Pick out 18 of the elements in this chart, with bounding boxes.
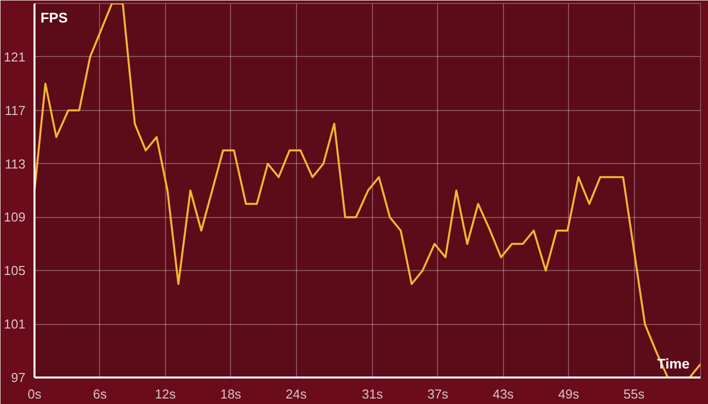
y-axis-title: FPS: [40, 10, 68, 26]
y-tick-label: 97: [11, 370, 26, 385]
y-tick-label: 101: [4, 316, 26, 332]
y-tick-label: 109: [4, 210, 26, 225]
x-tick-label: 43s: [492, 386, 514, 402]
x-tick-label: 18s: [220, 386, 242, 402]
x-tick-label: 12s: [154, 386, 176, 402]
x-tick-label: 49s: [558, 386, 580, 402]
y-tick-label: 105: [4, 263, 26, 278]
x-tick-label: 24s: [286, 386, 308, 402]
y-tick-label: 117: [4, 102, 26, 118]
x-tick-label: 6s: [93, 386, 108, 402]
y-tick-label: 113: [4, 156, 26, 172]
x-tick-label: 31s: [362, 386, 384, 402]
x-tick-label: 55s: [624, 386, 645, 402]
x-tick-label: 0s: [28, 386, 42, 402]
y-tick-label: 121: [4, 49, 26, 64]
x-tick-label: 37s: [427, 386, 449, 402]
